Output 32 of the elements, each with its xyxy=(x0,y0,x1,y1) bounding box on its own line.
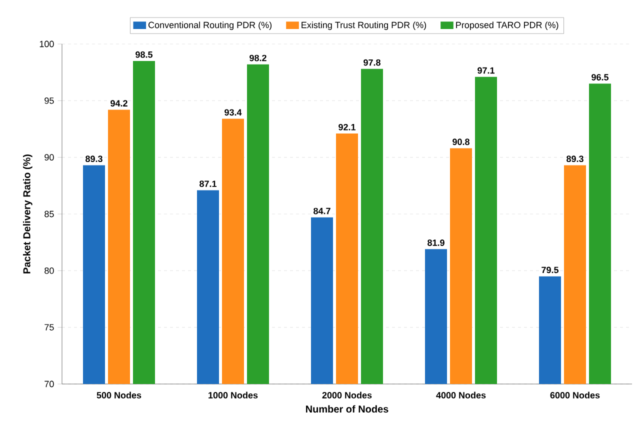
x-axis-title: Number of Nodes xyxy=(306,405,388,413)
y-tick-label: 95 xyxy=(44,97,54,104)
y-tick-label: 85 xyxy=(44,210,54,218)
x-tick-label: 4000 Nodes xyxy=(436,392,486,398)
y-tick-label: 70 xyxy=(44,380,54,388)
data-label: 94.2 xyxy=(110,100,128,107)
data-label: 93.4 xyxy=(224,109,242,116)
x-tick-label: 500 Nodes xyxy=(96,392,142,398)
data-label: 79.5 xyxy=(542,266,559,274)
data-label: 97.8 xyxy=(364,59,380,66)
data-label: 84.7 xyxy=(314,208,330,214)
data-label: 87.1 xyxy=(200,180,217,188)
y-axis-title: Packet Delivery Ratio (%) xyxy=(22,154,32,274)
legend-label: Conventional Routing PDR (%) xyxy=(148,22,272,30)
x-tick-label: 6000 Nodes xyxy=(550,392,600,398)
data-label: 89.3 xyxy=(566,156,584,162)
y-tick-label: 80 xyxy=(44,267,54,274)
data-label: 98.5 xyxy=(136,51,153,58)
x-tick-label: 2000 Nodes xyxy=(322,392,372,398)
x-tick-label: 1000 Nodes xyxy=(208,392,258,398)
data-label: 96.5 xyxy=(592,74,609,80)
data-label: 97.1 xyxy=(478,67,495,74)
data-label: 90.8 xyxy=(452,138,470,146)
legend-label: Proposed TARO PDR (%) xyxy=(456,22,558,30)
data-label: 89.3 xyxy=(86,156,102,162)
data-label: 81.9 xyxy=(428,240,444,246)
y-tick-label: 100 xyxy=(40,40,54,48)
data-label: 98.2 xyxy=(250,54,266,62)
y-tick-label: 90 xyxy=(44,154,54,161)
y-tick-label: 75 xyxy=(44,324,54,330)
legend-label: Existing Trust Routing PDR (%) xyxy=(302,22,426,30)
data-label: 92.1 xyxy=(338,124,356,130)
